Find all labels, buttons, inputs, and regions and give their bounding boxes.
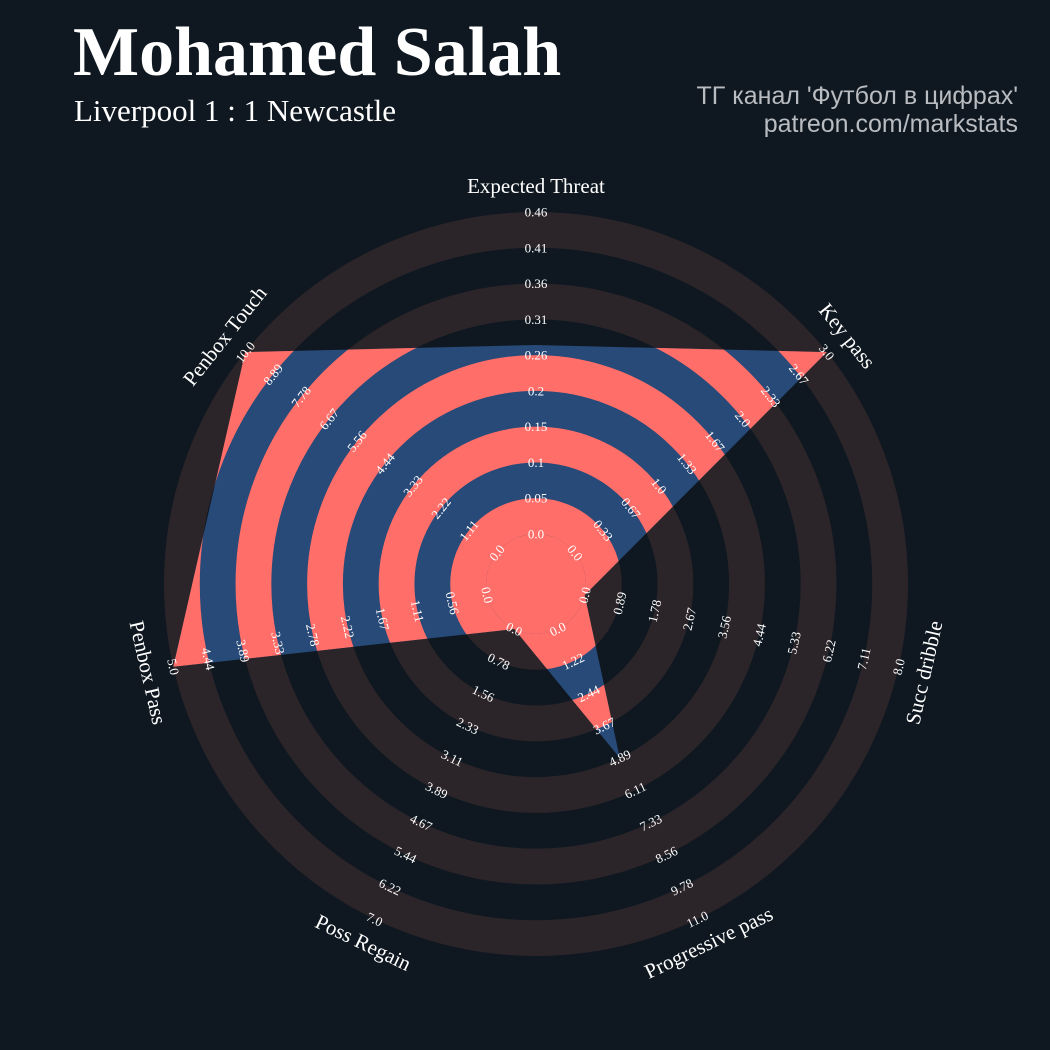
- tick-label: 0.2: [528, 383, 544, 398]
- tick-label: 1.78: [645, 598, 665, 624]
- tick-label: 3.89: [233, 638, 253, 664]
- tick-label: 5.0: [164, 657, 182, 676]
- tick-label: 7.0: [364, 909, 385, 930]
- player-name-title: Mohamed Salah: [73, 14, 562, 91]
- tick-label: 0.05: [525, 491, 548, 506]
- tick-label: 0.0: [547, 619, 568, 640]
- tick-label: 0.0: [478, 586, 496, 605]
- tick-label: 0.36: [525, 276, 548, 291]
- param-label: Succ dribble: [901, 618, 948, 726]
- tick-label: 2.67: [680, 606, 700, 632]
- radar-ring-band: [163, 211, 909, 957]
- tick-label: 4.44: [749, 622, 769, 648]
- tick-label: 0.15: [525, 419, 548, 434]
- tick-label: 3.33: [268, 630, 288, 656]
- tick-label: 3.56: [714, 614, 734, 640]
- tick-label: 5.33: [784, 630, 804, 656]
- tick-label: 0.41: [525, 240, 548, 255]
- tick-label: 2.22: [338, 614, 358, 640]
- tick-label: 6.22: [819, 638, 839, 664]
- tick-label: 0.0: [504, 619, 525, 640]
- tick-label: 0.0: [528, 527, 544, 542]
- tick-label: 7.11: [854, 646, 874, 671]
- tick-label: 0.89: [610, 590, 630, 616]
- tick-label: 4.44: [198, 646, 218, 672]
- tick-label: 1.67: [373, 606, 393, 632]
- tick-label: 8.0: [890, 657, 908, 676]
- tick-label: 0.46: [525, 205, 548, 220]
- telegram-credit: ТГ канал 'Футбол в цифрах': [696, 82, 1018, 110]
- tick-label: 0.1: [528, 455, 544, 470]
- tick-label: 1.11: [408, 598, 428, 623]
- param-label: Penbox Pass: [125, 618, 172, 726]
- match-subtitle: Liverpool 1 : 1 Newcastle: [74, 93, 396, 128]
- tick-label: 0.0: [576, 586, 594, 605]
- tick-label: 0.56: [443, 590, 463, 616]
- tick-label: 0.26: [525, 348, 548, 363]
- tick-label: 0.31: [525, 312, 548, 327]
- tick-label: 2.78: [303, 622, 323, 648]
- param-label: Expected Threat: [467, 174, 605, 198]
- center-circle: [486, 534, 586, 634]
- patreon-credit: patreon.com/markstats: [763, 110, 1018, 138]
